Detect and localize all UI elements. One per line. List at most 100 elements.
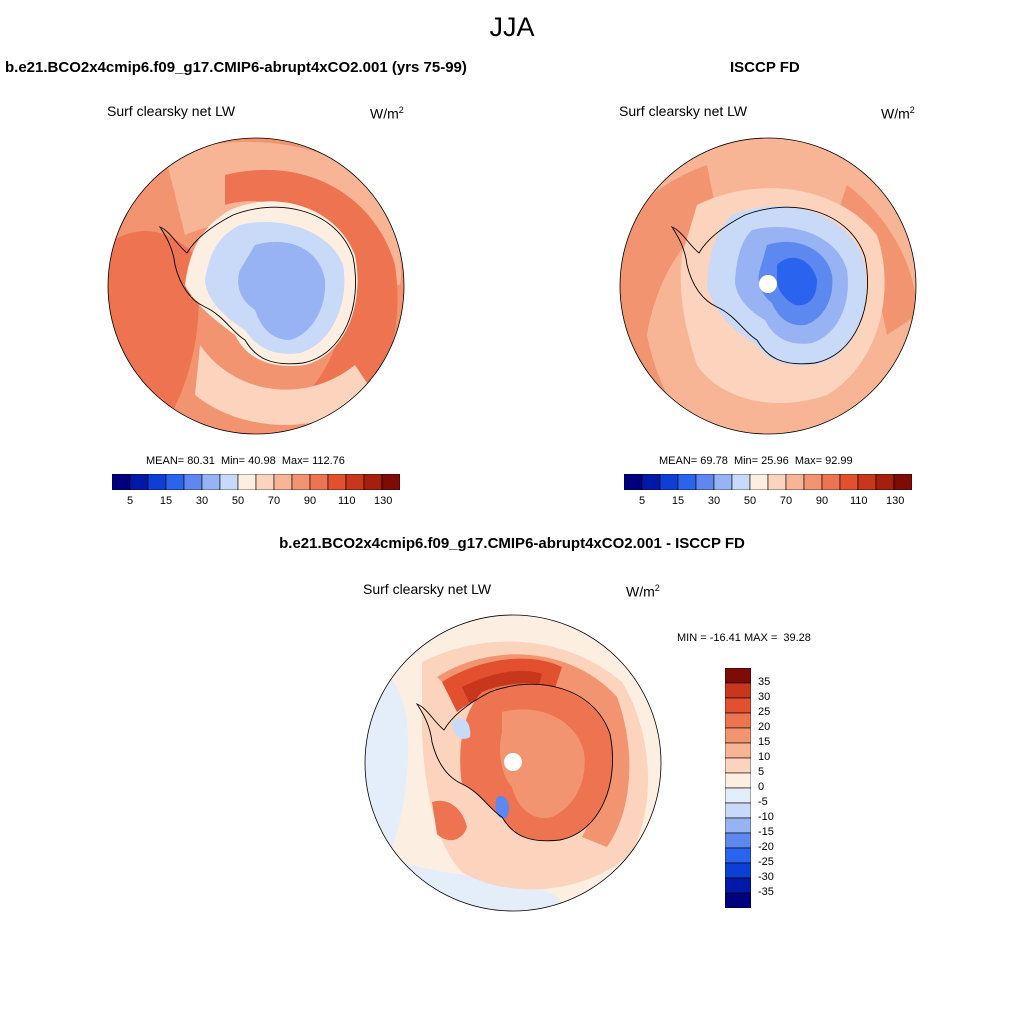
diff-variable-label: Surf clearsky net LW (363, 581, 492, 597)
diff-polar-map (364, 614, 662, 912)
model-colorbar-swatch (147, 474, 167, 490)
model-units-label: W/m2 (370, 105, 404, 122)
model-colorbar-swatch (219, 474, 239, 490)
obs-colorbar (624, 474, 912, 490)
diff-colorbar-tick-label: 15 (758, 736, 771, 748)
model-colorbar-swatch (183, 474, 203, 490)
diff-coastline (415, 683, 613, 842)
season-title: JJA (489, 12, 535, 42)
obs-colorbar-swatch (821, 474, 841, 490)
diff-colorbar-swatch (725, 877, 751, 894)
obs-colorbar-tick-label: 30 (707, 495, 721, 507)
obs-pole-hole (759, 275, 777, 293)
model-colorbar-tick-label: 50 (231, 495, 245, 507)
obs-stats: MEAN= 69.78 Min= 25.96 Max= 92.99 (659, 455, 853, 467)
model-colorbar-swatch (291, 474, 311, 490)
model-colorbar-tick-label: 70 (267, 495, 281, 507)
obs-colorbar-tick-label: 70 (779, 495, 793, 507)
diff-colorbar-swatch (725, 682, 751, 699)
model-colorbar-swatch (381, 474, 400, 490)
obs-colorbar-swatch (803, 474, 823, 490)
diff-colorbar-swatch (725, 892, 751, 908)
model-colorbar-swatch (309, 474, 329, 490)
obs-colorbar-swatch (785, 474, 805, 490)
diff-colorbar-swatch (725, 697, 751, 714)
model-colorbar-labels: 5 15 30 50 70 90 110 130 (112, 495, 400, 509)
obs-variable-label: Surf clearsky net LW (619, 103, 748, 119)
obs-colorbar-swatch (731, 474, 751, 490)
diff-map-border (364, 614, 662, 912)
obs-case-title: ISCCP FD (730, 59, 800, 76)
diff-colorbar-labels: 35 30 25 20 15 10 5 0 -5 -10 -15 -20 -25 -30 -35 (758, 668, 798, 908)
obs-colorbar-swatch (713, 474, 733, 490)
diff-colorbar-tick-label: 10 (758, 751, 771, 763)
diff-colorbar-tick-label: 5 (758, 766, 765, 778)
obs-colorbar-swatch (839, 474, 859, 490)
diff-colorbar-tick-label: 20 (758, 721, 771, 733)
model-colorbar-swatch (327, 474, 347, 490)
diff-colorbar-tick-label: -15 (758, 826, 774, 838)
model-colorbar-tick-label: 15 (159, 495, 173, 507)
diff-negative-ross (495, 796, 509, 819)
obs-colorbar-swatch (767, 474, 787, 490)
obs-colorbar-swatch (875, 474, 895, 490)
model-warm-east-band (225, 169, 398, 425)
model-colorbar-swatch (345, 474, 365, 490)
diff-colorbar-swatch (725, 862, 751, 879)
model-colorbar-swatch (363, 474, 383, 490)
model-colorbar-tick-label: 110 (338, 495, 356, 507)
obs-colorbar-tick-label: 130 (886, 495, 905, 507)
model-variable-label: Surf clearsky net LW (107, 103, 236, 119)
diff-colorbar-tick-label: -10 (758, 811, 774, 823)
diff-colorbar-swatch (725, 712, 751, 729)
diff-pole-hole (504, 753, 522, 771)
model-colorbar-swatch (112, 474, 131, 490)
model-colorbar-tick-label: 5 (126, 495, 134, 507)
model-colorbar-tick-label: 30 (195, 495, 209, 507)
diff-stats: MIN = -16.41 MAX = 39.28 (677, 632, 811, 644)
diff-colorbar-tick-label: 0 (758, 781, 765, 793)
model-case-title: b.e21.BCO2x4cmip6.f09_g17.CMIP6-abrupt4x… (5, 59, 467, 76)
obs-coastline (670, 206, 868, 365)
diff-colorbar-swatch (725, 847, 751, 864)
obs-colorbar-labels: 5 15 30 50 70 90 110 130 (624, 495, 912, 509)
diff-colorbar-swatch (725, 757, 751, 774)
obs-colorbar-swatch (749, 474, 769, 490)
obs-colorbar-swatch (893, 474, 912, 490)
obs-colorbar-swatch (857, 474, 877, 490)
model-colorbar-swatch (273, 474, 293, 490)
obs-colorbar-tick-label: 50 (743, 495, 757, 507)
model-colorbar-swatch (165, 474, 185, 490)
obs-colorbar-tick-label: 90 (815, 495, 829, 507)
diff-colorbar-swatch (725, 668, 751, 684)
obs-colorbar-tick-label: 5 (638, 495, 646, 507)
obs-colorbar-swatch (695, 474, 715, 490)
diff-colorbar-tick-label: 30 (758, 691, 771, 703)
diff-colorbar-tick-label: -20 (758, 841, 774, 853)
diff-colorbar-swatch (725, 727, 751, 744)
diff-colorbar-swatch (725, 832, 751, 849)
obs-colorbar-tick-label: 15 (671, 495, 685, 507)
model-polar-map (107, 137, 405, 435)
diff-colorbar-tick-label: 25 (758, 706, 771, 718)
diff-colorbar-tick-label: -5 (758, 796, 768, 808)
model-colorbar (112, 474, 400, 490)
obs-colorbar-tick-label: 110 (850, 495, 868, 507)
obs-colorbar-swatch (677, 474, 697, 490)
diff-colorbar-swatch (725, 772, 751, 789)
model-colorbar-swatch (237, 474, 257, 490)
model-map-border (107, 137, 405, 435)
obs-map-border (619, 137, 917, 435)
model-coastline (158, 206, 356, 365)
obs-colorbar-swatch (659, 474, 679, 490)
model-stats: MEAN= 80.31 Min= 40.98 Max= 112.76 (146, 455, 345, 467)
obs-units-label: W/m2 (881, 105, 915, 122)
diff-colorbar-tick-label: -30 (758, 871, 774, 883)
obs-colorbar-swatch (641, 474, 661, 490)
diff-colorbar-tick-label: -35 (758, 886, 774, 898)
diff-colorbar-swatch (725, 787, 751, 804)
diff-units-label: W/m2 (626, 583, 660, 600)
model-colorbar-tick-label: 90 (303, 495, 317, 507)
model-colorbar-tick-label: 130 (374, 495, 393, 507)
diff-colorbar (725, 668, 751, 908)
